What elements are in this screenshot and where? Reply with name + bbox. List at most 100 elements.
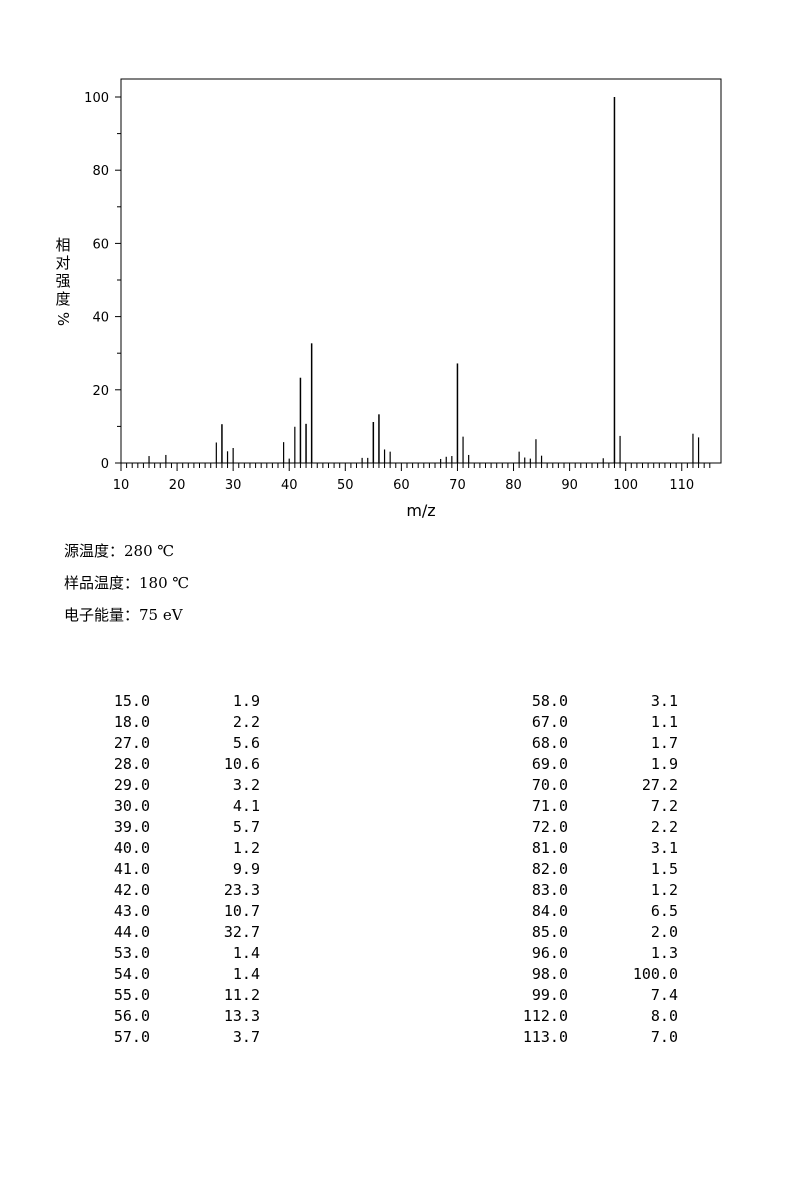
peak-mz: 84.0 <box>531 902 568 920</box>
peak-mz: 58.0 <box>531 692 568 710</box>
y-axis-label-char: 相 <box>55 236 71 254</box>
peak-mz: 18.0 <box>113 713 150 731</box>
peak-table-row: 84.0 6.5 <box>480 901 678 922</box>
peak-mz: 28.0 <box>113 755 150 773</box>
peak-mz: 15.0 <box>113 692 150 710</box>
peak-intensity: 2.0 <box>650 923 678 941</box>
x-tick-label: 50 <box>337 478 354 493</box>
peak-mz: 44.0 <box>113 923 150 941</box>
peak-mz: 70.0 <box>531 776 568 794</box>
peak-table-row: 82.0 1.5 <box>480 859 678 880</box>
x-tick-label: 90 <box>561 478 578 493</box>
peak-intensity: 1.3 <box>650 944 678 962</box>
peak-table-row: 71.0 7.2 <box>480 796 678 817</box>
peak-table-row: 15.0 1.9 <box>80 691 260 712</box>
x-tick-label: 60 <box>393 478 410 493</box>
peak-mz: 30.0 <box>113 797 150 815</box>
peak-mz: 67.0 <box>531 713 568 731</box>
peak-table-row: 70.0 27.2 <box>480 775 678 796</box>
peak-intensity: 5.6 <box>232 734 260 752</box>
mass-spectrum-chart: 0 20 40 60 80 100 10 20 30 40 50 60 70 80 90 100 110 m/z <box>84 78 722 520</box>
peak-intensity: 27.2 <box>641 776 678 794</box>
param-label: 电子能量： <box>64 606 140 624</box>
peak-intensity: 1.9 <box>650 755 678 773</box>
peak-intensity: 23.3 <box>223 881 260 899</box>
peak-table-row: 39.0 5.7 <box>80 817 260 838</box>
peak-table-row: 54.0 1.4 <box>80 964 260 985</box>
peak-table-row: 30.0 4.1 <box>80 796 260 817</box>
peak-intensity: 100.0 <box>632 965 678 983</box>
y-axis-label-char: 度 <box>55 290 71 308</box>
peak-intensity: 13.3 <box>223 1007 260 1025</box>
peak-mz: 40.0 <box>113 839 150 857</box>
x-tick-label: 10 <box>113 478 130 493</box>
peak-table-row: 18.0 2.2 <box>80 712 260 733</box>
peak-intensity: 10.6 <box>223 755 260 773</box>
peak-table-row: 98.0 100.0 <box>480 964 678 985</box>
y-tick-label: 0 <box>101 457 109 472</box>
peak-intensity: 1.2 <box>650 881 678 899</box>
peak-intensity: 5.7 <box>232 818 260 836</box>
peak-intensity: 32.7 <box>223 923 260 941</box>
peak-intensity: 7.4 <box>650 986 678 1004</box>
peak-mz: 54.0 <box>113 965 150 983</box>
param-source-temperature: 源温度：280 ℃ <box>64 540 189 572</box>
peak-intensity: 2.2 <box>650 818 678 836</box>
x-tick-label: 30 <box>225 478 242 493</box>
peak-table-row: 28.0 10.6 <box>80 754 260 775</box>
peak-table-row: 27.0 5.6 <box>80 733 260 754</box>
acquisition-parameters: 源温度：280 ℃ 样品温度：180 ℃ 电子能量：75 eV <box>64 540 189 636</box>
peak-table-row: 112.0 8.0 <box>480 1006 678 1027</box>
peak-intensity: 1.4 <box>232 944 260 962</box>
peak-mz: 39.0 <box>113 818 150 836</box>
peak-intensity: 1.1 <box>650 713 678 731</box>
peak-intensity: 10.7 <box>223 902 260 920</box>
peak-table-row: 43.0 10.7 <box>80 901 260 922</box>
y-tick-label: 20 <box>92 384 109 399</box>
peak-intensity: 9.9 <box>232 860 260 878</box>
y-tick-label: 40 <box>92 311 109 326</box>
peak-mz: 112.0 <box>522 1007 568 1025</box>
peak-intensity: 3.1 <box>650 692 678 710</box>
peak-table-row: 57.0 3.7 <box>80 1027 260 1048</box>
peak-table-row: 72.0 2.2 <box>480 817 678 838</box>
peak-intensity: 1.7 <box>650 734 678 752</box>
peak-intensity: 6.5 <box>650 902 678 920</box>
peak-intensity: 3.1 <box>650 839 678 857</box>
y-axis-label-char: 强 <box>55 272 71 290</box>
peak-intensity: 11.2 <box>223 986 260 1004</box>
param-label: 样品温度： <box>64 574 140 592</box>
peak-table-row: 56.0 13.3 <box>80 1006 260 1027</box>
x-axis-label: m/z <box>406 501 435 520</box>
y-tick-label: 80 <box>92 164 109 179</box>
peak-table-row: 55.0 11.2 <box>80 985 260 1006</box>
peak-table-row: 69.0 1.9 <box>480 754 678 775</box>
peak-table-right: 58.0 3.1 67.0 1.1 68.0 1.7 69.0 1.9 70.0 27.2 71.0… <box>480 691 678 1048</box>
peak-intensity: 1.4 <box>232 965 260 983</box>
peak-table-row: 113.0 7.0 <box>480 1027 678 1048</box>
x-tick-label: 100 <box>613 478 638 493</box>
peak-mz: 83.0 <box>531 881 568 899</box>
peak-table-row: 83.0 1.2 <box>480 880 678 901</box>
peak-mz: 42.0 <box>113 881 150 899</box>
plot-frame <box>120 78 722 464</box>
x-tick-label: 70 <box>449 478 466 493</box>
peak-mz: 53.0 <box>113 944 150 962</box>
peak-intensity: 3.7 <box>232 1028 260 1046</box>
param-label: 源温度： <box>64 542 125 560</box>
peak-table-row: 53.0 1.4 <box>80 943 260 964</box>
peak-table-left: 15.0 1.9 18.0 2.2 27.0 5.6 28.0 10.6 29.0 3.2 30.0… <box>80 691 260 1048</box>
peak-mz: 57.0 <box>113 1028 150 1046</box>
y-axis-label: 相 对 强 度 % <box>53 236 73 328</box>
peak-mz: 71.0 <box>531 797 568 815</box>
peak-table-row: 41.0 9.9 <box>80 859 260 880</box>
y-tick-label: 60 <box>92 237 109 252</box>
param-electron-energy: 电子能量：75 eV <box>64 604 189 636</box>
peak-mz: 72.0 <box>531 818 568 836</box>
peak-mz: 99.0 <box>531 986 568 1004</box>
param-value: 180 ℃ <box>139 574 190 592</box>
peak-table-row: 67.0 1.1 <box>480 712 678 733</box>
peak-intensity: 8.0 <box>650 1007 678 1025</box>
peak-mz: 41.0 <box>113 860 150 878</box>
peak-table-row: 42.0 23.3 <box>80 880 260 901</box>
